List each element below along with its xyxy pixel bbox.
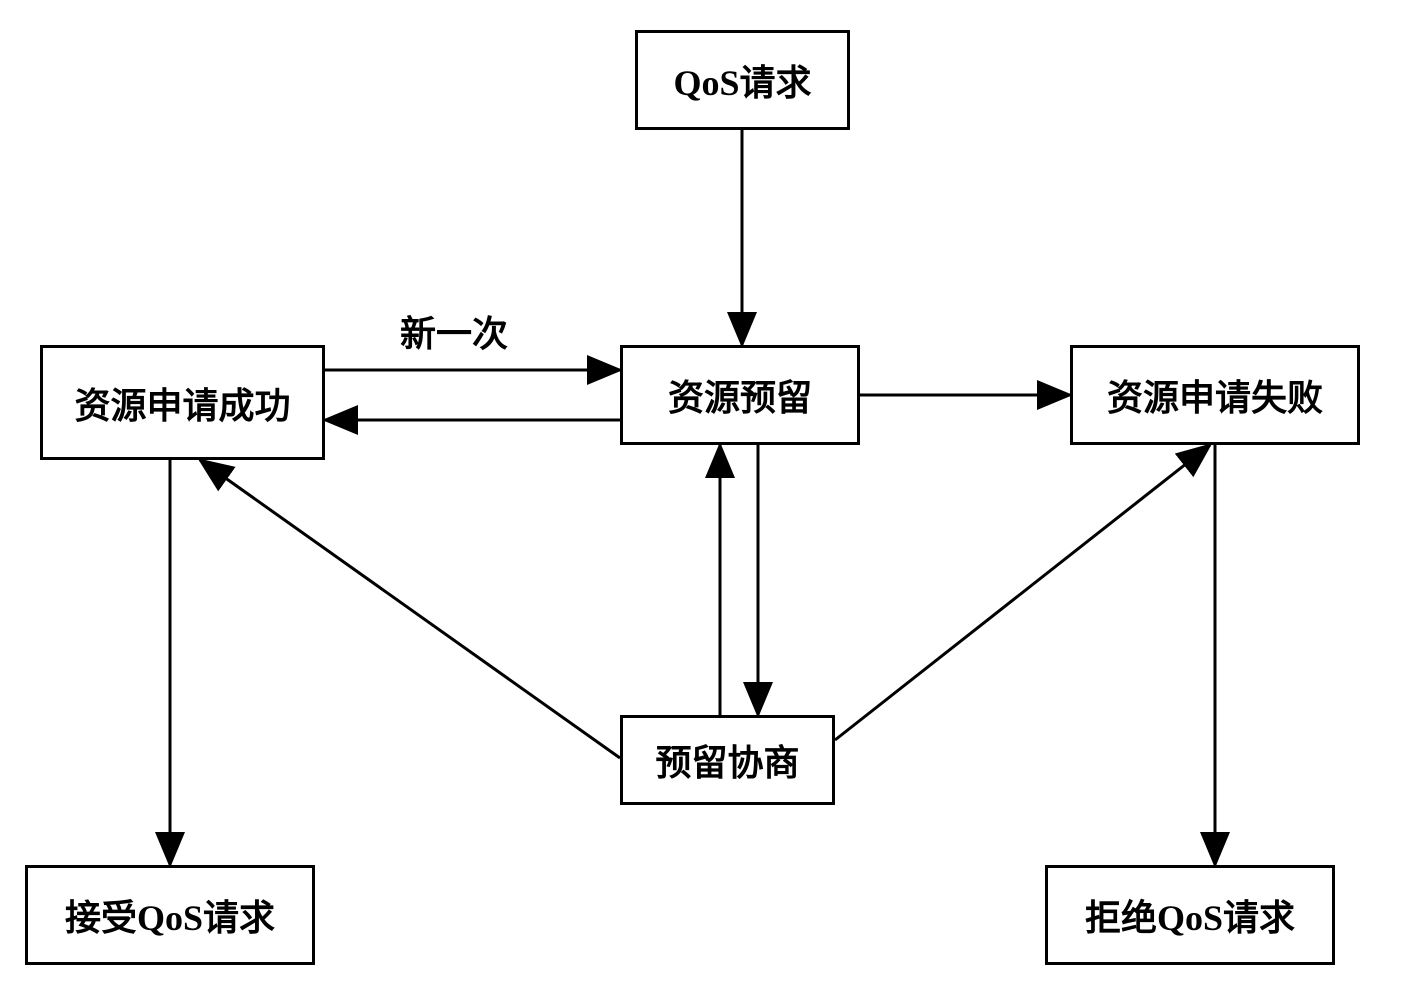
node-resource-fail: 资源申请失败: [1070, 345, 1360, 445]
node-reject-qos: 拒绝QoS请求: [1045, 865, 1335, 965]
node-qos-request-label: QoS请求: [673, 54, 811, 106]
edges-svg: [0, 0, 1418, 993]
node-reserve-negotiate-label: 预留协商: [655, 734, 799, 786]
node-accept-qos-label: 接受QoS请求: [65, 889, 275, 941]
node-resource-success-label: 资源申请成功: [74, 377, 290, 429]
node-qos-request: QoS请求: [635, 30, 850, 130]
edge-negotiate_to_fail: [835, 445, 1210, 740]
edge-negotiate_to_success: [200, 460, 620, 758]
node-accept-qos: 接受QoS请求: [25, 865, 315, 965]
node-reject-qos-label: 拒绝QoS请求: [1085, 889, 1295, 941]
node-reserve-negotiate: 预留协商: [620, 715, 835, 805]
edge-label-new-round: 新一次: [400, 305, 508, 357]
node-resource-success: 资源申请成功: [40, 345, 325, 460]
node-resource-fail-label: 资源申请失败: [1107, 369, 1323, 421]
node-resource-reserve-label: 资源预留: [668, 369, 812, 421]
node-resource-reserve: 资源预留: [620, 345, 860, 445]
